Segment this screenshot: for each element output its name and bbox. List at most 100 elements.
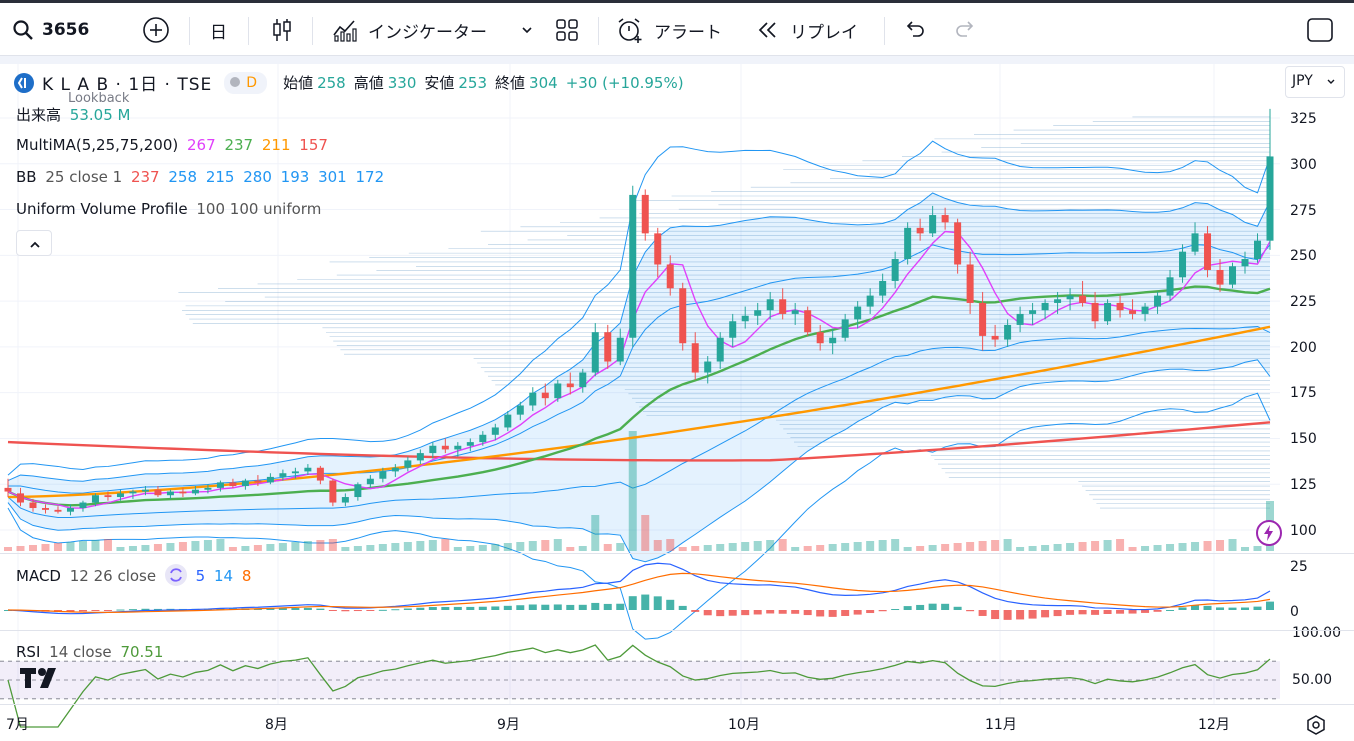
candle-body xyxy=(454,445,462,450)
volume-bar xyxy=(816,545,825,551)
candle-body xyxy=(529,392,537,406)
currency-selector[interactable]: JPY xyxy=(1285,66,1345,98)
interval-button[interactable]: 日 xyxy=(210,22,227,43)
multima-legend[interactable]: MultiMA(5,25,75,200) 267 237 211 157 xyxy=(16,136,332,154)
macd-histogram-bar xyxy=(941,603,950,610)
low-label: 安値 xyxy=(424,74,455,92)
volume-bar xyxy=(503,543,512,551)
collapse-legend-button[interactable] xyxy=(16,230,52,256)
rsi-tick: 100.00 xyxy=(1292,625,1341,641)
signal-line xyxy=(7,572,1271,613)
bb-line xyxy=(7,192,1271,482)
replay-button[interactable]: リプレイ xyxy=(756,13,858,47)
candle-body xyxy=(391,467,399,472)
fullscreen-button[interactable] xyxy=(1306,13,1334,47)
rsi-legend[interactable]: RSI 14 close 70.51 xyxy=(16,643,167,661)
bb-fill xyxy=(8,193,1270,562)
rsi-pane xyxy=(0,644,1280,728)
candle-body xyxy=(766,299,774,311)
candle-body xyxy=(91,495,99,503)
interval-badge[interactable]: D xyxy=(224,71,268,94)
bb-legend[interactable]: BB 25 close 1 237 258 215 280 193 301 17… xyxy=(16,168,388,186)
redo-button[interactable] xyxy=(954,13,976,47)
bb-line xyxy=(7,392,1271,640)
candle-body xyxy=(66,508,74,512)
candle-body xyxy=(179,491,187,494)
chart-type-button[interactable] xyxy=(270,13,294,47)
macd-histogram-bar xyxy=(1116,610,1125,614)
alert-button[interactable]: アラート xyxy=(616,13,722,47)
settings-gear-icon[interactable] xyxy=(1305,714,1327,740)
candle-body xyxy=(1066,295,1074,300)
macd-histogram-bar xyxy=(266,608,275,610)
undo-button[interactable] xyxy=(904,13,926,47)
macd-histogram-bar xyxy=(341,610,350,612)
x-tick: 7月 xyxy=(6,717,29,733)
high-value: 330 xyxy=(387,73,417,92)
candle-body xyxy=(291,471,299,474)
candle-body xyxy=(816,332,824,344)
macd-histogram-bar xyxy=(928,603,937,610)
candle-body xyxy=(666,264,674,289)
indicators-icon xyxy=(332,17,358,43)
macd-histogram-bar xyxy=(716,610,725,617)
macd-histogram-bar xyxy=(1153,610,1162,612)
layout-button[interactable] xyxy=(555,13,579,47)
macd-histogram-bar xyxy=(1216,607,1225,610)
candles xyxy=(4,108,1274,516)
macd-histogram-bar xyxy=(516,605,525,610)
x-tick: 8月 xyxy=(265,717,288,733)
candle-body xyxy=(379,471,387,479)
price-axis[interactable]: 325 300 275 250 225 200 175 150 125 100 … xyxy=(1290,111,1341,688)
candle-body xyxy=(441,445,449,450)
volume-bar xyxy=(103,539,112,551)
candle-body xyxy=(554,383,562,399)
candle-body xyxy=(629,194,637,338)
volume-legend[interactable]: 出来高 53.05 M xyxy=(16,104,134,125)
candle-body xyxy=(404,460,412,468)
macd-histogram-bar xyxy=(741,610,750,616)
macd-histogram-bar xyxy=(1228,607,1237,610)
volume-bar xyxy=(1053,544,1062,551)
symbol-search-button[interactable]: 3656 xyxy=(12,13,89,47)
macd-histogram-bar xyxy=(503,605,512,610)
symbol-legend[interactable]: K L A B · 1日 · TSE D 始値 258 高値 330 安値 253 終… xyxy=(14,70,688,95)
volume-bar xyxy=(216,539,225,551)
macd-value: 14 xyxy=(214,566,234,585)
compare-button[interactable] xyxy=(142,13,170,47)
macd-histogram-bar xyxy=(628,596,637,610)
uvp-legend[interactable]: Uniform Volume Profile 100 100 uniform xyxy=(16,200,325,218)
candle-body xyxy=(791,310,799,314)
price-chart[interactable]: 325 300 275 250 225 200 175 150 125 100 … xyxy=(0,64,1354,741)
price-tick: 225 xyxy=(1290,294,1317,310)
volume-value: 53.05 M xyxy=(69,106,131,124)
macd-legend[interactable]: MACD 12 26 close 5 14 8 xyxy=(16,564,255,587)
candle-body xyxy=(691,343,699,373)
toolbar-separator xyxy=(598,17,599,45)
macd-histogram-bar xyxy=(691,610,700,612)
rsi-params: 14 close xyxy=(49,643,112,661)
macd-histogram-bar xyxy=(1203,605,1212,610)
macd-tick: 25 xyxy=(1290,559,1308,575)
indicators-dropdown[interactable] xyxy=(520,13,534,47)
volume-bar xyxy=(1066,543,1075,551)
volume-bars xyxy=(4,431,1274,551)
macd-histogram-bar xyxy=(466,606,475,610)
pane-separator xyxy=(0,704,1354,705)
refresh-icon[interactable] xyxy=(164,564,187,586)
macd-histogram-bar xyxy=(1166,609,1175,611)
volume-profile xyxy=(178,116,1270,509)
macd-histogram-bar xyxy=(916,604,925,610)
macd-histogram-bar xyxy=(1128,610,1137,614)
candle-body xyxy=(429,445,437,454)
lightning-icon[interactable] xyxy=(1256,520,1282,546)
macd-histogram-bar xyxy=(641,594,650,610)
indicators-label: インジケーター xyxy=(368,22,487,43)
macd-histogram-bar xyxy=(778,610,787,614)
candle-body xyxy=(204,487,212,490)
candle-body xyxy=(1079,295,1087,303)
indicators-button[interactable]: インジケーター xyxy=(332,13,487,47)
square-icon xyxy=(1306,17,1334,43)
volume-bar xyxy=(166,543,175,551)
candle-body xyxy=(29,502,37,509)
